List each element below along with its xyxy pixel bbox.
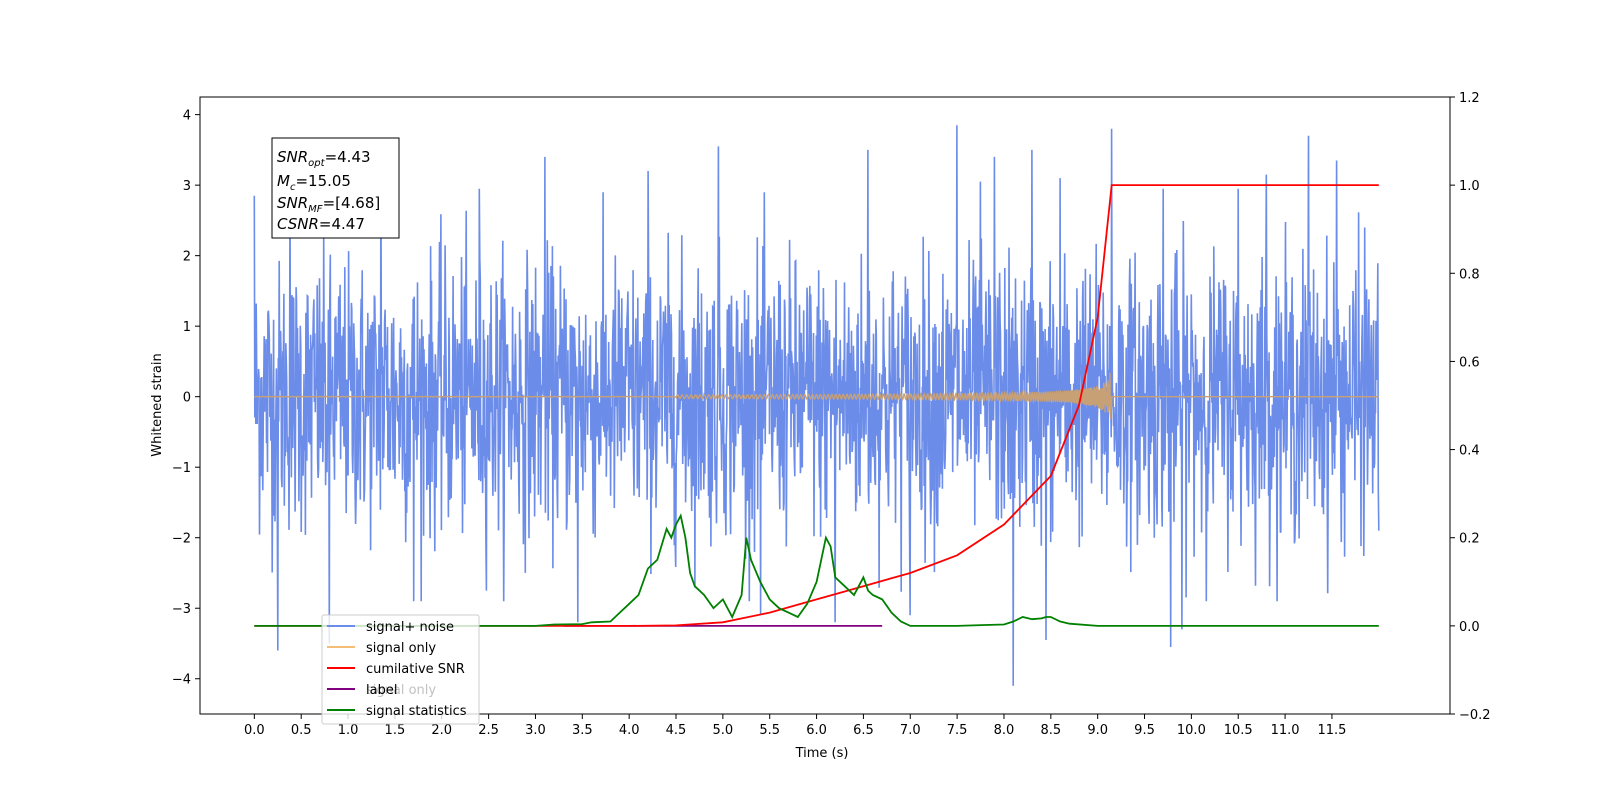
- y2-tick-label: 1.0: [1459, 179, 1480, 194]
- series-cumilative-snr: [254, 184, 1379, 627]
- y-tick-label: 1: [183, 320, 191, 335]
- x-axis-label: Time (s): [795, 746, 849, 761]
- x-tick-label: 11.5: [1317, 723, 1346, 738]
- x-tick-label: 8.5: [1040, 723, 1061, 738]
- x-tick-label: 0.5: [291, 723, 312, 738]
- x-tick-label: 6.5: [853, 723, 874, 738]
- y-tick-label: −4: [172, 673, 191, 688]
- y2-tick-label: 0.2: [1459, 532, 1480, 547]
- y-tick-label: 2: [183, 250, 191, 265]
- legend-occluded-text: signal only: [366, 683, 436, 698]
- y2-tick-label: 0.8: [1459, 267, 1480, 282]
- x-tick-label: 11.0: [1271, 723, 1300, 738]
- x-tick-label: 1.5: [385, 723, 406, 738]
- x-tick-label: 10.0: [1177, 723, 1206, 738]
- y2-tick-label: −0.2: [1459, 708, 1491, 723]
- y-tick-label: 0: [183, 391, 191, 406]
- x-tick-label: 7.5: [947, 723, 968, 738]
- annotation-snr-opt: SNRopt=4.43: [277, 148, 371, 169]
- snr-annotation-box: SNRopt=4.43 Mc=15.05 SNRMF=[4.68] CSNR=4…: [271, 137, 400, 239]
- y-axis-left: 4 3 2 1 0 −1 −2 −3 −4: [172, 109, 200, 688]
- y2-tick-label: 0.0: [1459, 620, 1480, 635]
- x-tick-label: 4.5: [666, 723, 687, 738]
- annotation-snr-mf: SNRMF=[4.68]: [277, 194, 380, 215]
- legend-label-label: label: [366, 683, 397, 698]
- x-tick-label: 9.0: [1087, 723, 1108, 738]
- x-tick-label: 5.0: [713, 723, 734, 738]
- y-tick-label: 4: [183, 109, 191, 124]
- y2-tick-label: 1.2: [1459, 91, 1480, 106]
- x-tick-label: 6.0: [806, 723, 827, 738]
- x-tick-label: 9.5: [1134, 723, 1155, 738]
- x-tick-label: 3.5: [572, 723, 593, 738]
- x-tick-label: 0.0: [244, 723, 265, 738]
- x-tick-label: 8.0: [994, 723, 1015, 738]
- legend-box: [321, 614, 480, 725]
- y2-tick-label: 0.6: [1459, 355, 1480, 370]
- y-axis-label: Whitened strain: [150, 353, 165, 456]
- x-tick-label: 3.0: [525, 723, 546, 738]
- x-tick-label: 10.5: [1224, 723, 1253, 738]
- x-tick-label: 4.0: [619, 723, 640, 738]
- legend-label-signal-statistics: signal statistics: [366, 704, 467, 719]
- x-tick-label: 2.0: [431, 723, 452, 738]
- x-tick-label: 1.0: [338, 723, 359, 738]
- y-axis-right: 1.2 1.0 0.8 0.6 0.4 0.2 0.0 −0.2: [1450, 91, 1491, 723]
- plot-frame: [199, 96, 1451, 715]
- y2-tick-label: 0.4: [1459, 444, 1480, 459]
- legend-label-signal-noise: signal+ noise: [366, 620, 454, 635]
- series-signal-statistics: [254, 513, 1379, 627]
- x-tick-label: 5.5: [759, 723, 780, 738]
- series-signal-only: [254, 372, 1379, 420]
- series-signal-noise: [253, 125, 1380, 686]
- plot-area: [253, 125, 1380, 686]
- legend: signal+ noise signal only cumilative SNR…: [321, 614, 480, 725]
- legend-label-cumilative-snr: cumilative SNR: [366, 662, 465, 677]
- annotation-csnr: CSNR=4.47: [277, 215, 365, 233]
- x-tick-label: 7.0: [900, 723, 921, 738]
- annotation-mc: Mc=15.05: [277, 172, 351, 193]
- x-tick-label: 2.5: [478, 723, 499, 738]
- y-tick-label: −2: [172, 532, 191, 547]
- legend-label-signal-only: signal only: [366, 641, 436, 656]
- y-tick-label: −3: [172, 602, 191, 617]
- x-axis: 0.0 0.5 1.0 1.5 2.0 2.5 3.0 3.5 4.0 4.5 5.0 5.5 6.0 6…: [244, 714, 1346, 738]
- y-tick-label: 3: [183, 179, 191, 194]
- y-tick-label: −1: [172, 461, 191, 476]
